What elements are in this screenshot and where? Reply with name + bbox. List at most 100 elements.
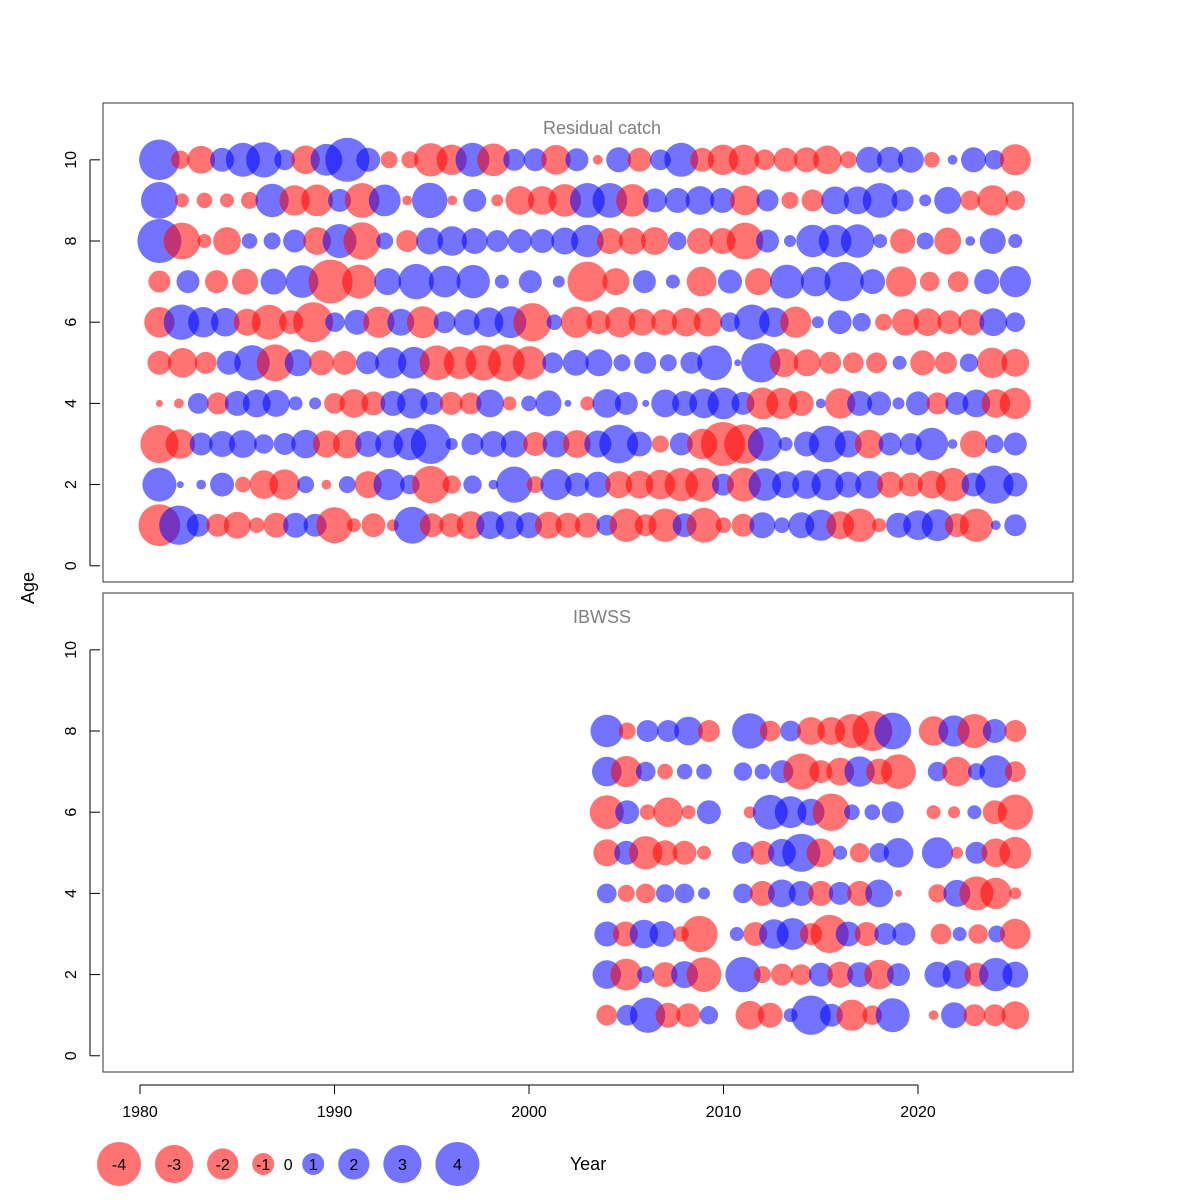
- residual-bubble: [541, 145, 571, 175]
- residual-bubble: [866, 352, 887, 374]
- residual-bubble: [356, 147, 381, 172]
- residual-bubble: [759, 307, 789, 338]
- residual-bubble: [1001, 348, 1030, 377]
- residual-bubble: [844, 804, 860, 820]
- residual-bubble: [521, 395, 537, 412]
- residual-bubble: [535, 390, 562, 417]
- residual-bubble: [342, 264, 377, 299]
- residual-bubble: [769, 348, 799, 378]
- residual-bubble: [486, 230, 509, 252]
- residual-bubble: [819, 1003, 843, 1027]
- residual-bubble: [274, 149, 296, 171]
- panel-residual-catch-frame: [102, 102, 1074, 583]
- residual-bubble: [681, 805, 696, 820]
- residual-bubble: [999, 144, 1031, 176]
- residual-bubble: [725, 956, 761, 993]
- residual-bubble: [564, 399, 572, 407]
- residual-bubble: [649, 921, 676, 947]
- residual-bubble: [1000, 918, 1031, 950]
- residual-bubble: [141, 182, 178, 219]
- y-tick-label: 6: [63, 808, 80, 817]
- residual-bubble: [655, 884, 675, 903]
- x-tick-label: 2000: [511, 1104, 547, 1121]
- residual-bubble: [999, 836, 1032, 869]
- residual-bubble: [982, 719, 1007, 743]
- residual-bubble: [877, 471, 903, 498]
- residual-bubble: [648, 508, 682, 542]
- residual-bubble: [555, 512, 581, 538]
- residual-bubble: [676, 1003, 701, 1028]
- y-tick-label: 6: [63, 318, 80, 327]
- residual-bubble: [396, 230, 419, 252]
- residual-bubble: [693, 307, 723, 337]
- residual-bubble: [926, 392, 949, 415]
- residual-bubble: [376, 232, 394, 250]
- residual-bubble: [776, 918, 809, 950]
- residual-bubble: [590, 714, 624, 748]
- residual-bubble: [906, 391, 930, 416]
- residual-bubble: [248, 517, 265, 533]
- residual-bubble: [811, 468, 844, 501]
- residual-bubble: [512, 346, 547, 380]
- residual-bubble: [246, 142, 282, 178]
- residual-bubble: [959, 353, 979, 372]
- residual-bubble: [398, 263, 434, 300]
- residual-bubble: [696, 800, 721, 825]
- residual-bubble: [605, 307, 636, 338]
- legend-label: -3: [167, 1157, 181, 1174]
- residual-bubble: [380, 151, 398, 169]
- residual-bubble: [924, 152, 940, 168]
- residual-bubble: [502, 396, 517, 411]
- residual-bubble: [780, 720, 801, 742]
- residual-bubble: [596, 1004, 618, 1026]
- residual-bubble: [139, 139, 180, 181]
- residual-bubble: [453, 309, 480, 336]
- residual-bubble: [419, 513, 444, 538]
- residual-bubble: [885, 266, 917, 297]
- residual-bubble: [308, 350, 334, 376]
- residual-bubble: [680, 351, 703, 374]
- residual-bubble: [808, 962, 833, 987]
- residual-bubble: [892, 922, 916, 946]
- residual-bubble: [821, 186, 849, 215]
- residual-bubble: [945, 391, 969, 415]
- residual-bubble: [963, 1004, 986, 1027]
- residual-bubble: [919, 271, 940, 292]
- residual-bubble: [793, 349, 821, 377]
- residual-bubble: [175, 193, 189, 208]
- residual-bubble: [979, 228, 1006, 254]
- residual-bubble: [847, 880, 873, 906]
- residual-bubble: [463, 188, 487, 212]
- residual-bubble: [842, 508, 877, 542]
- y-tick-label: 0: [63, 561, 80, 570]
- residual-bubble: [283, 229, 307, 253]
- residual-bubble: [856, 146, 883, 173]
- residual-bubble: [412, 465, 450, 504]
- residual-bubble: [892, 397, 905, 410]
- residual-bubble: [461, 433, 484, 455]
- residual-bubble: [805, 509, 837, 541]
- residual-bubble: [947, 154, 958, 165]
- residual-bubble: [797, 717, 825, 745]
- residual-bubble: [627, 431, 652, 457]
- residual-bubble: [1005, 190, 1026, 211]
- legend-label: 3: [398, 1157, 407, 1174]
- residual-bubble: [997, 794, 1033, 830]
- legend-bubble: [252, 1153, 275, 1175]
- residual-bubble: [665, 274, 680, 289]
- residual-bubble: [774, 517, 790, 533]
- residual-bubble: [518, 270, 542, 294]
- residual-bubble: [825, 388, 856, 419]
- residual-bubble: [232, 268, 258, 295]
- bottom-bubbles: [589, 711, 1033, 1035]
- residual-bubble: [625, 470, 654, 499]
- residual-bubble: [759, 720, 781, 742]
- residual-bubble: [187, 393, 209, 414]
- residual-bubble: [571, 224, 604, 258]
- residual-bubble: [255, 183, 289, 218]
- legend-bubble: [338, 1148, 370, 1180]
- residual-bubble: [974, 269, 1000, 295]
- residual-bubble: [754, 149, 776, 171]
- residual-bubble: [778, 437, 793, 451]
- residual-bubble: [865, 879, 893, 908]
